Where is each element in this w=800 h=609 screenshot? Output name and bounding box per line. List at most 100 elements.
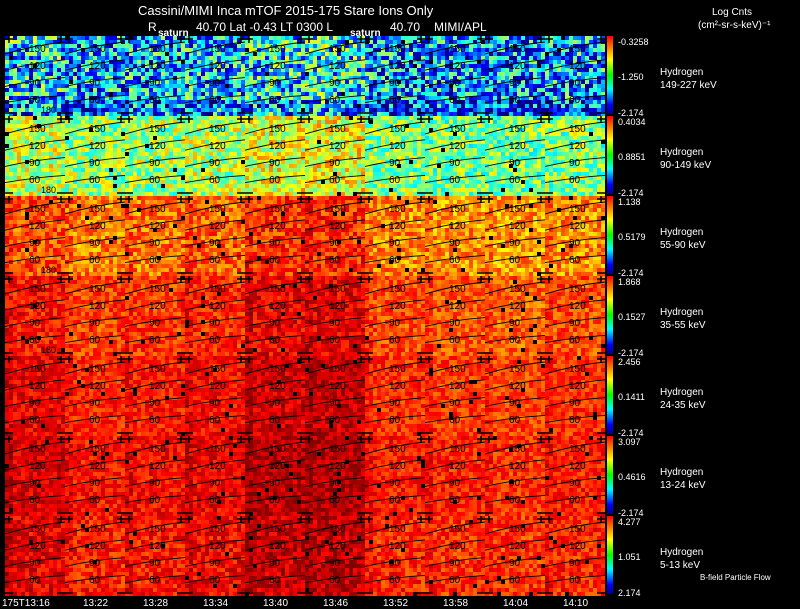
image-pixel bbox=[369, 76, 374, 81]
image-pixel bbox=[229, 56, 234, 61]
image-pixel bbox=[377, 108, 382, 113]
image-pixel bbox=[549, 36, 554, 41]
image-pixel bbox=[65, 176, 70, 181]
image-pixel bbox=[505, 84, 510, 89]
image-pixel bbox=[97, 188, 102, 193]
image-pixel bbox=[209, 52, 214, 57]
image-pixel bbox=[417, 88, 422, 93]
image-pixel bbox=[437, 108, 442, 113]
image-pixel bbox=[153, 128, 158, 133]
image-pixel bbox=[25, 128, 30, 133]
image-pixel bbox=[309, 68, 314, 73]
image-pixel bbox=[289, 72, 294, 77]
image-pixel bbox=[517, 96, 522, 101]
image-pixel bbox=[321, 80, 326, 85]
image-pixel bbox=[549, 108, 554, 113]
image-pixel bbox=[257, 176, 262, 181]
image-pixel bbox=[361, 160, 365, 165]
image-pixel bbox=[417, 108, 422, 113]
image-pixel bbox=[145, 124, 150, 129]
image-pixel bbox=[349, 176, 354, 181]
image-pixel bbox=[321, 100, 326, 105]
image-pixel bbox=[5, 92, 10, 97]
contour-label: 120 bbox=[509, 61, 526, 72]
image-pixel bbox=[189, 176, 194, 181]
image-pixel bbox=[217, 100, 222, 105]
image-pixel bbox=[205, 120, 210, 125]
image-pixel bbox=[477, 36, 482, 41]
image-pixel bbox=[153, 72, 158, 77]
image-pixel bbox=[377, 76, 382, 81]
contour-line bbox=[425, 59, 485, 71]
image-pixel bbox=[285, 112, 290, 116]
image-pixel bbox=[13, 172, 18, 177]
image-pixel bbox=[17, 108, 22, 113]
image-pixel bbox=[361, 152, 365, 157]
image-pixel bbox=[457, 96, 462, 101]
image-pixel bbox=[473, 56, 478, 61]
image-pixel bbox=[465, 104, 470, 109]
image-pixel bbox=[269, 124, 274, 129]
image-pixel bbox=[101, 108, 106, 113]
image-pixel bbox=[413, 60, 418, 65]
image-pixel bbox=[209, 56, 214, 61]
image-pixel bbox=[485, 48, 490, 53]
image-pixel bbox=[25, 164, 30, 169]
image-pixel bbox=[33, 152, 38, 157]
image-pixel bbox=[189, 188, 194, 193]
image-pixel bbox=[5, 168, 10, 173]
image-pixel bbox=[261, 184, 266, 189]
image-pixel bbox=[289, 128, 294, 133]
image-pixel bbox=[129, 152, 134, 157]
image-pixel bbox=[269, 136, 274, 141]
image-pixel bbox=[437, 36, 442, 41]
image-pixel bbox=[225, 72, 230, 77]
image-pixel bbox=[181, 48, 185, 53]
image-pixel bbox=[577, 84, 582, 89]
image-pixel bbox=[321, 36, 326, 41]
image-pixel bbox=[365, 108, 370, 113]
image-pixel bbox=[149, 172, 154, 177]
image-pixel bbox=[377, 44, 382, 49]
image-pixel bbox=[29, 192, 34, 196]
image-pixel bbox=[237, 96, 242, 101]
image-pixel bbox=[529, 36, 534, 41]
image-pixel bbox=[301, 172, 305, 177]
image-pixel bbox=[309, 152, 314, 157]
image-pixel bbox=[141, 136, 146, 141]
image-pixel bbox=[49, 44, 54, 49]
contour-label: 150 bbox=[509, 44, 526, 55]
image-pixel bbox=[585, 44, 590, 49]
image-pixel bbox=[205, 112, 210, 116]
image-pixel bbox=[505, 44, 510, 49]
image-pixel bbox=[49, 68, 54, 73]
image-pixel bbox=[133, 72, 138, 77]
image-pixel bbox=[53, 140, 58, 145]
image-pixel bbox=[281, 76, 286, 81]
image-pixel bbox=[225, 184, 230, 189]
image-pixel bbox=[533, 100, 538, 105]
image-pixel bbox=[225, 48, 230, 53]
image-pixel bbox=[85, 116, 90, 121]
image-pixel bbox=[73, 100, 78, 105]
image-pixel bbox=[341, 116, 346, 121]
image-pixel bbox=[277, 184, 282, 189]
image-pixel bbox=[501, 80, 506, 85]
image-pixel bbox=[313, 124, 318, 129]
image-pixel bbox=[41, 44, 46, 49]
image-pixel bbox=[237, 152, 242, 157]
image-pixel bbox=[601, 96, 605, 101]
image-pixel bbox=[9, 40, 14, 45]
image-pixel bbox=[509, 76, 514, 81]
image-pixel bbox=[9, 36, 14, 41]
image-pixel bbox=[533, 96, 538, 101]
image-pixel bbox=[501, 100, 506, 105]
image-pixel bbox=[529, 60, 534, 65]
image-pixel bbox=[137, 144, 142, 149]
image-pixel bbox=[253, 164, 258, 169]
image-pixel bbox=[53, 176, 58, 181]
image-pixel bbox=[253, 104, 258, 109]
image-pixel bbox=[21, 156, 26, 161]
